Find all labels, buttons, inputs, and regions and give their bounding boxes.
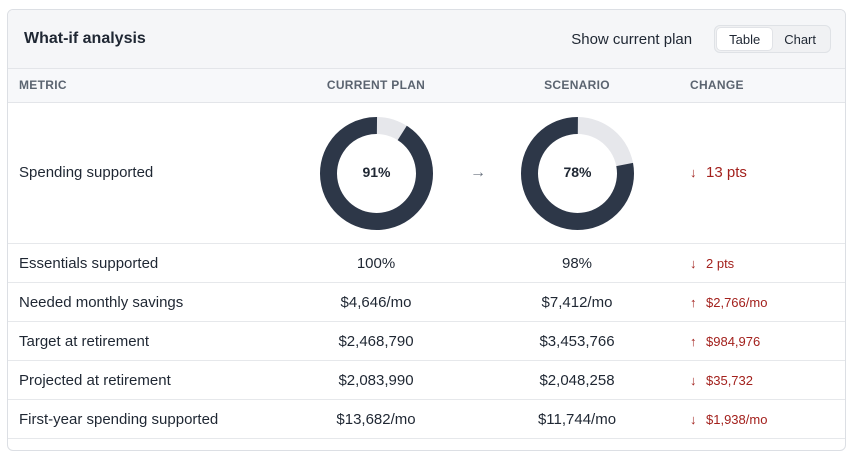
metric-label: Target at retirement <box>19 333 150 350</box>
card-title: What-if analysis <box>24 30 146 47</box>
table-row: First-year spending supported $13,682/mo $… <box>8 400 845 439</box>
arrow-down-icon: ↓ <box>690 165 697 180</box>
change-value: ↓ $35,732 <box>690 373 753 388</box>
donut-fill <box>320 117 433 230</box>
metric-label: Essentials supported <box>19 255 159 272</box>
table-row: Essentials supported 100% 98% ↓ 2 pts <box>8 244 845 283</box>
change-value: ↑ $984,976 <box>690 334 760 349</box>
current-plan-value: $4,646/mo <box>340 294 412 311</box>
current-plan-value: $2,083,990 <box>338 372 414 389</box>
metric-label: Projected at retirement <box>19 372 171 389</box>
card-header: What-if analysis Show current plan Table… <box>8 10 845 69</box>
scenario-value: 98% <box>561 255 593 272</box>
scenario-value: $2,048,258 <box>539 372 615 389</box>
current-plan-donut: 91% <box>319 116 434 231</box>
scenario-value: $11,744/mo <box>537 411 617 428</box>
scenario-donut: 78% <box>520 116 635 231</box>
metric-column-header: METRIC <box>19 78 67 92</box>
arrow-up-icon: ↑ <box>690 334 697 349</box>
change-text: $2,766/mo <box>706 295 768 310</box>
change-value: ↓ 13 pts <box>690 164 747 181</box>
metrics-table-body: Essentials supported 100% 98% ↓ 2 pts Needed … <box>8 244 845 439</box>
scenario-value: $7,412/mo <box>541 294 613 311</box>
change-text: 13 pts <box>706 164 747 181</box>
current-plan-value: $13,682/mo <box>336 411 416 428</box>
view-toggle: Table Chart <box>714 25 831 53</box>
current-plan-value: 100% <box>356 255 396 272</box>
change-text: $984,976 <box>706 334 761 349</box>
change-value: ↑ $2,766/mo <box>690 295 767 310</box>
spending-supported-row: Spending supported 91% → 78% ↓ 13 pts <box>8 103 845 244</box>
change-value: ↓ 2 pts <box>690 256 734 271</box>
scenario-column-header: SCENARIO <box>544 78 610 92</box>
arrow-right-icon: → <box>470 164 486 181</box>
table-view-button[interactable]: Table <box>717 28 773 50</box>
table-row: Target at retirement $2,468,790 $3,453,766… <box>8 322 845 361</box>
column-headers: METRIC CURRENT PLAN SCENARIO CHANGE <box>8 69 845 103</box>
change-text: 2 pts <box>706 256 735 271</box>
arrow-down-icon: ↓ <box>690 256 697 271</box>
arrow-down-icon: ↓ <box>690 412 697 427</box>
table-row: Needed monthly savings $4,646/mo $7,412/mo… <box>8 283 845 322</box>
current-plan-value: $2,468,790 <box>338 333 414 350</box>
change-text: $1,938/mo <box>706 412 768 427</box>
metric-label: Needed monthly savings <box>19 294 184 311</box>
scenario-value: $3,453,766 <box>539 333 615 350</box>
chart-view-button[interactable]: Chart <box>784 31 816 47</box>
change-value: ↓ $1,938/mo <box>690 412 767 427</box>
arrow-up-icon: ↑ <box>690 295 697 310</box>
change-column-header: CHANGE <box>690 78 744 92</box>
current-plan-column-header: CURRENT PLAN <box>326 78 426 92</box>
metric-label: Spending supported <box>19 164 154 181</box>
what-if-card: What-if analysis Show current plan Table… <box>7 9 846 451</box>
show-current-plan-link[interactable]: Show current plan <box>571 30 693 48</box>
donut-percent-label: 91% <box>362 164 391 180</box>
change-text: $35,732 <box>706 373 753 388</box>
metric-label: First-year spending supported <box>19 411 219 428</box>
table-row: Projected at retirement $2,083,990 $2,048,… <box>8 361 845 400</box>
arrow-down-icon: ↓ <box>690 373 697 388</box>
donut-percent-label: 78% <box>563 164 592 180</box>
